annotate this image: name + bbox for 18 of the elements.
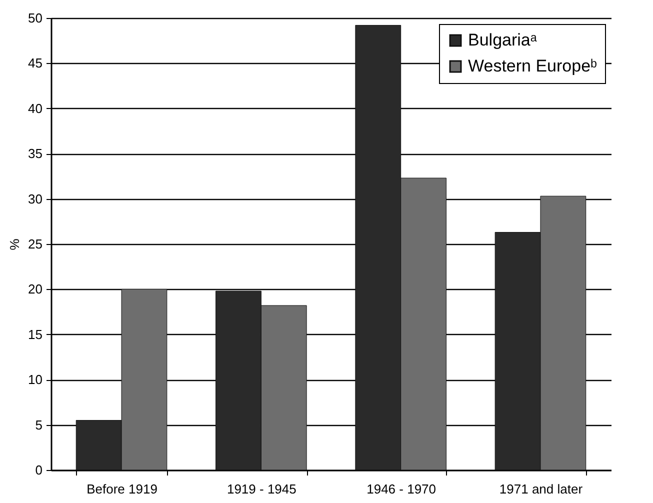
y-tick-label: 20 xyxy=(28,282,42,297)
y-tick-label: 50 xyxy=(28,10,42,26)
legend-label: Western Europeᵇ xyxy=(468,56,597,76)
x-tick-label: 1919 - 1945 xyxy=(226,482,296,496)
y-tick-label: 5 xyxy=(35,417,42,432)
x-tick-label: 1946 - 1970 xyxy=(366,482,436,496)
y-tick-label: 30 xyxy=(28,191,42,206)
y-tick-label: 15 xyxy=(28,326,42,342)
y-tick-label: 35 xyxy=(28,146,42,162)
x-tick-label: 1971 and later xyxy=(499,482,584,496)
y-tick-label: 25 xyxy=(28,236,42,252)
x-tick-label: Before 1919 xyxy=(86,482,158,496)
y-tick-label: 0 xyxy=(35,462,42,478)
y-tick-label: 10 xyxy=(28,372,42,388)
y-axis-title: % xyxy=(7,238,22,250)
legend-label: Bulgariaᵃ xyxy=(468,30,538,50)
y-tick-label: 45 xyxy=(28,56,42,71)
y-tick-label: 40 xyxy=(28,100,42,116)
